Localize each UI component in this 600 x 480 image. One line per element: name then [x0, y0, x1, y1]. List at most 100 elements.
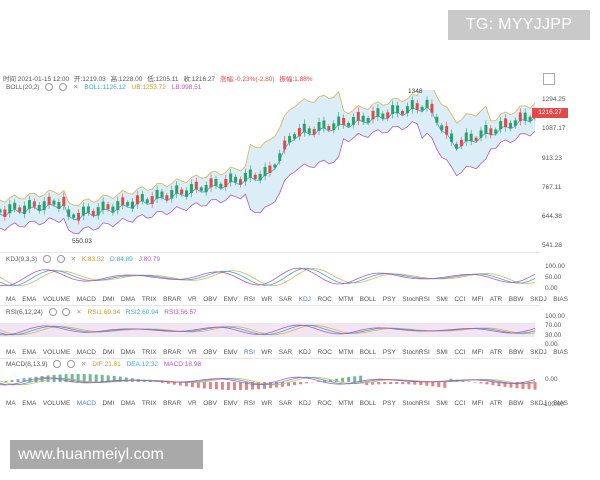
indicator-tab-ema[interactable]: EMA [22, 349, 37, 356]
indicator-tab-psy[interactable]: PSY [382, 349, 396, 356]
indicator-tab-bbw[interactable]: BBW [508, 296, 524, 303]
indicator-tab-trix[interactable]: TRIX [141, 400, 157, 407]
indicator-tab-ema[interactable]: EMA [22, 400, 37, 407]
eye-icon[interactable] [45, 83, 54, 92]
indicator-tab-atr[interactable]: ATR [489, 400, 503, 407]
indicator-tab-dmi[interactable]: DMI [102, 400, 115, 407]
indicator-tab-emv[interactable]: EMV [223, 349, 238, 356]
kdj-chart[interactable] [0, 263, 540, 291]
indicator-tab-macd[interactable]: MACD [76, 296, 96, 303]
indicator-tab-mtm[interactable]: MTM [338, 296, 354, 303]
indicator-tab-sar[interactable]: SAR [278, 296, 293, 303]
settings-icon[interactable] [59, 83, 68, 92]
indicator-tab-mfi[interactable]: MFI [472, 400, 484, 407]
indicator-tab-ma[interactable]: MA [6, 349, 16, 356]
indicator-tab-stochrsi[interactable]: StochRSI [402, 400, 430, 407]
indicator-tab-cci[interactable]: CCI [454, 400, 466, 407]
indicator-tab-dma[interactable]: DMA [120, 349, 136, 356]
eye-icon[interactable] [42, 255, 51, 264]
indicator-tab-atr[interactable]: ATR [489, 296, 503, 303]
indicator-tab-stochrsi[interactable]: StochRSI [402, 349, 430, 356]
indicator-tab-mtm[interactable]: MTM [338, 349, 354, 356]
indicator-tab-brar[interactable]: BRAR [163, 400, 182, 407]
indicator-tab-bias[interactable]: BIAS [553, 296, 569, 303]
macd-bar [22, 378, 26, 382]
indicator-tab-smi[interactable]: SMI [436, 349, 448, 356]
indicator-tab-stochrsi[interactable]: StochRSI [402, 296, 430, 303]
indicator-tab-smi[interactable]: SMI [436, 296, 448, 303]
indicator-tab-rsi[interactable]: RSI [244, 349, 255, 356]
indicator-tab-roc[interactable]: ROC [317, 400, 332, 407]
indicator-tab-roc[interactable]: ROC [317, 349, 332, 356]
indicator-tab-obv[interactable]: OBV [203, 400, 217, 407]
indicator-tab-kdj[interactable]: KDJ [298, 400, 311, 407]
indicator-tab-skdj[interactable]: SKDJ [530, 349, 547, 356]
indicator-tab-psy[interactable]: PSY [382, 400, 396, 407]
indicator-tab-bbw[interactable]: BBW [508, 349, 524, 356]
indicator-tab-trix[interactable]: TRIX [141, 349, 157, 356]
indicator-tab-macd[interactable]: MACD [76, 349, 96, 356]
indicator-tab-wr[interactable]: WR [261, 296, 273, 303]
indicator-tab-vr[interactable]: VR [187, 400, 197, 407]
indicator-tab-kdj[interactable]: KDJ [298, 349, 311, 356]
indicator-tab-wr[interactable]: WR [261, 349, 273, 356]
settings-icon[interactable] [56, 255, 65, 264]
indicator-tab-mfi[interactable]: MFI [472, 296, 484, 303]
indicator-tab-rsi[interactable]: RSI [244, 296, 255, 303]
indicator-tab-psy[interactable]: PSY [382, 296, 396, 303]
eye-icon[interactable] [48, 308, 57, 317]
indicator-tab-volume[interactable]: VOLUME [42, 296, 71, 303]
indicator-tab-mfi[interactable]: MFI [472, 349, 484, 356]
eye-icon[interactable] [53, 360, 62, 369]
fullscreen-icon[interactable] [543, 73, 555, 85]
indicator-tab-ema[interactable]: EMA [22, 296, 37, 303]
indicator-tab-boll[interactable]: BOLL [359, 400, 377, 407]
indicator-tab-ma[interactable]: MA [6, 400, 16, 407]
indicator-tab-dmi[interactable]: DMI [102, 296, 115, 303]
close-icon[interactable]: ✕ [73, 84, 79, 91]
macd-chart[interactable] [0, 368, 540, 396]
close-icon[interactable]: ✕ [80, 361, 87, 368]
indicator-tab-skdj[interactable]: SKDJ [530, 400, 547, 407]
indicator-tab-dmi[interactable]: DMI [102, 349, 115, 356]
indicator-tab-boll[interactable]: BOLL [359, 349, 377, 356]
indicator-tab-emv[interactable]: EMV [223, 400, 238, 407]
indicator-tab-bbw[interactable]: BBW [508, 400, 524, 407]
indicator-tab-boll[interactable]: BOLL [359, 296, 377, 303]
price-chart[interactable] [0, 90, 540, 250]
indicator-tab-emv[interactable]: EMV [223, 296, 238, 303]
indicator-tab-sar[interactable]: SAR [278, 400, 293, 407]
indicator-tab-skdj[interactable]: SKDJ [530, 296, 547, 303]
indicator-tab-sar[interactable]: SAR [278, 349, 293, 356]
settings-icon[interactable] [62, 308, 71, 317]
indicator-tab-rsi[interactable]: RSI [244, 400, 255, 407]
indicator-tab-vr[interactable]: VR [187, 349, 197, 356]
indicator-tab-cci[interactable]: CCI [454, 349, 466, 356]
indicator-tab-macd[interactable]: MACD [76, 400, 96, 407]
indicator-tab-volume[interactable]: VOLUME [42, 349, 71, 356]
indicator-tab-ma[interactable]: MA [6, 296, 16, 303]
close-icon[interactable]: ✕ [70, 256, 76, 263]
indicator-tab-mtm[interactable]: MTM [338, 400, 354, 407]
indicator-tab-brar[interactable]: BRAR [163, 349, 182, 356]
settings-icon[interactable] [67, 360, 76, 369]
indicator-tab-bias[interactable]: BIAS [553, 400, 569, 407]
indicator-tab-volume[interactable]: VOLUME [42, 400, 71, 407]
indicator-tab-kdj[interactable]: KDJ [298, 296, 311, 303]
indicator-tab-roc[interactable]: ROC [317, 296, 332, 303]
indicator-tab-obv[interactable]: OBV [203, 296, 217, 303]
indicator-tab-trix[interactable]: TRIX [141, 296, 157, 303]
indicator-tab-smi[interactable]: SMI [436, 400, 448, 407]
indicator-tab-obv[interactable]: OBV [203, 349, 217, 356]
rsi-chart[interactable] [0, 316, 540, 344]
indicator-tab-brar[interactable]: BRAR [163, 296, 182, 303]
indicator-tab-vr[interactable]: VR [187, 296, 197, 303]
indicator-tab-dma[interactable]: DMA [120, 400, 136, 407]
macd-bar [491, 382, 495, 386]
indicator-tab-atr[interactable]: ATR [489, 349, 503, 356]
indicator-tab-bias[interactable]: BIAS [553, 349, 569, 356]
indicator-tab-cci[interactable]: CCI [454, 296, 466, 303]
indicator-tab-wr[interactable]: WR [261, 400, 273, 407]
indicator-tab-dma[interactable]: DMA [120, 296, 136, 303]
close-icon[interactable]: ✕ [76, 309, 82, 316]
